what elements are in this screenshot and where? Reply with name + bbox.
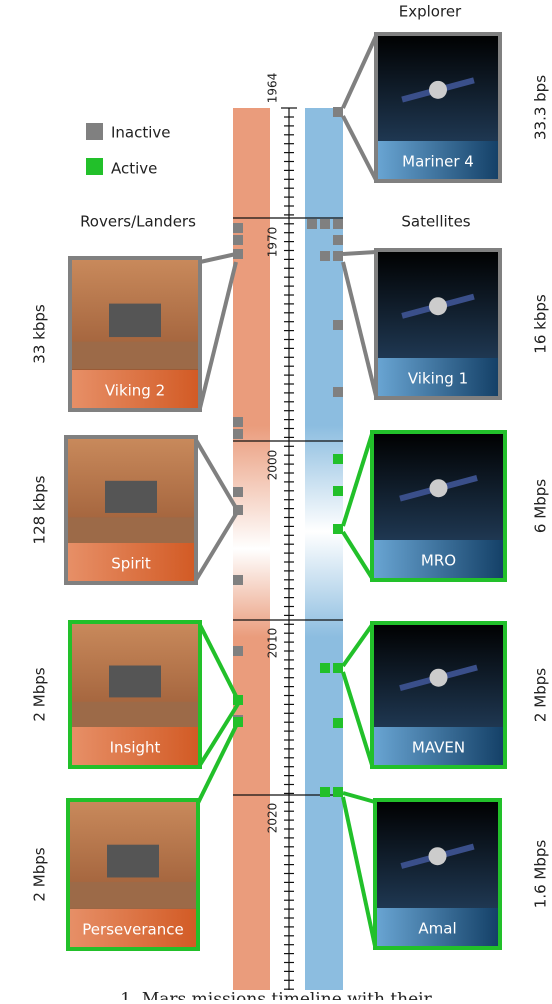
legend-swatch — [86, 123, 103, 140]
mission-name: Viking 2 — [105, 382, 165, 400]
label-bg — [372, 727, 505, 767]
ground — [70, 701, 200, 728]
legend-active: Active — [111, 160, 157, 178]
satellite-body — [429, 297, 447, 316]
mission-frame — [68, 256, 202, 412]
ground — [68, 881, 198, 909]
data-rate: 33 kbps — [31, 304, 49, 364]
year-label: 1964 — [266, 73, 280, 104]
marker-inactive — [233, 249, 243, 259]
satellite-body — [428, 847, 447, 866]
marker-inactive — [233, 223, 243, 233]
label-bg — [376, 358, 500, 398]
label-bg — [375, 908, 500, 948]
label-bg — [372, 540, 505, 580]
data-rate: 16 kbps — [532, 294, 550, 354]
mission-name: Viking 1 — [408, 370, 468, 388]
year-label: 2020 — [266, 803, 280, 834]
marker-inactive — [233, 429, 243, 439]
mission-name: MAVEN — [412, 739, 465, 757]
mission-frame — [64, 435, 198, 585]
marker-inactive — [307, 219, 317, 229]
mission-frame — [66, 798, 200, 951]
label-bg — [66, 543, 196, 583]
mission-frame — [373, 798, 502, 950]
marker-inactive — [233, 575, 243, 585]
ground — [66, 517, 196, 544]
marker-inactive — [233, 487, 243, 497]
year-label: 2010 — [266, 628, 280, 659]
marker-active — [333, 663, 343, 673]
rover-body — [107, 844, 159, 878]
data-rate: 128 kbps — [31, 475, 49, 544]
marker-inactive — [320, 251, 330, 261]
mission-name: Insight — [110, 739, 161, 757]
mission-frame — [68, 620, 202, 769]
marker-inactive — [320, 219, 330, 229]
label-bg — [376, 141, 500, 181]
mission-name: Spirit — [111, 555, 151, 573]
marker-active — [333, 454, 343, 464]
mission-name: Amal — [418, 920, 456, 938]
marker-inactive — [233, 417, 243, 427]
mission-frame — [370, 621, 507, 769]
rover-body — [105, 480, 157, 513]
marker-active — [333, 524, 343, 534]
mission-frame — [370, 430, 507, 582]
mission-markers — [233, 107, 343, 797]
marker-inactive — [333, 235, 343, 245]
rovers-heading: Rovers/Landers — [80, 213, 196, 231]
marker-inactive — [233, 646, 243, 656]
timeline-axis — [233, 107, 343, 990]
data-rate: 6 Mbps — [532, 479, 550, 533]
label-bg — [70, 370, 200, 410]
year-label: 2000 — [266, 450, 280, 481]
label-bg — [68, 909, 198, 949]
satellite-body — [429, 479, 448, 498]
rover-body — [109, 303, 161, 338]
rover-body — [109, 665, 161, 698]
marker-inactive — [333, 320, 343, 330]
data-rate: 1.6 Mbps — [532, 840, 550, 909]
marker-active — [333, 718, 343, 728]
legend-swatch — [86, 158, 103, 175]
marker-inactive — [333, 387, 343, 397]
marker-active — [333, 486, 343, 496]
satellites-heading: Satellites — [401, 213, 470, 231]
mission-name: MRO — [421, 552, 456, 570]
mission-name: Perseverance — [82, 921, 183, 939]
marker-inactive — [333, 107, 343, 117]
marker-active — [333, 787, 343, 797]
legend-inactive: Inactive — [111, 124, 171, 142]
data-rate: 2 Mbps — [31, 847, 49, 901]
mission-name: Mariner 4 — [402, 153, 474, 171]
year-label: 1970 — [266, 227, 280, 258]
label-bg — [70, 727, 200, 767]
satellite-body — [429, 80, 447, 99]
marker-inactive — [333, 219, 343, 229]
satellite-body — [429, 668, 448, 687]
caption: 1. Mars missions timeline with their — [120, 990, 432, 1001]
explorer-heading: Explorer — [399, 3, 462, 21]
mission-frame — [374, 32, 502, 183]
marker-active — [320, 663, 330, 673]
data-rate: 33.3 bps — [532, 75, 550, 140]
ground — [70, 341, 200, 369]
marker-inactive — [333, 251, 343, 261]
data-rate: 2 Mbps — [532, 668, 550, 722]
mission-frame — [374, 248, 502, 400]
connectors — [194, 35, 378, 947]
marker-inactive — [233, 505, 243, 515]
marker-active — [320, 787, 330, 797]
data-rate: 2 Mbps — [31, 667, 49, 721]
marker-inactive — [233, 235, 243, 245]
